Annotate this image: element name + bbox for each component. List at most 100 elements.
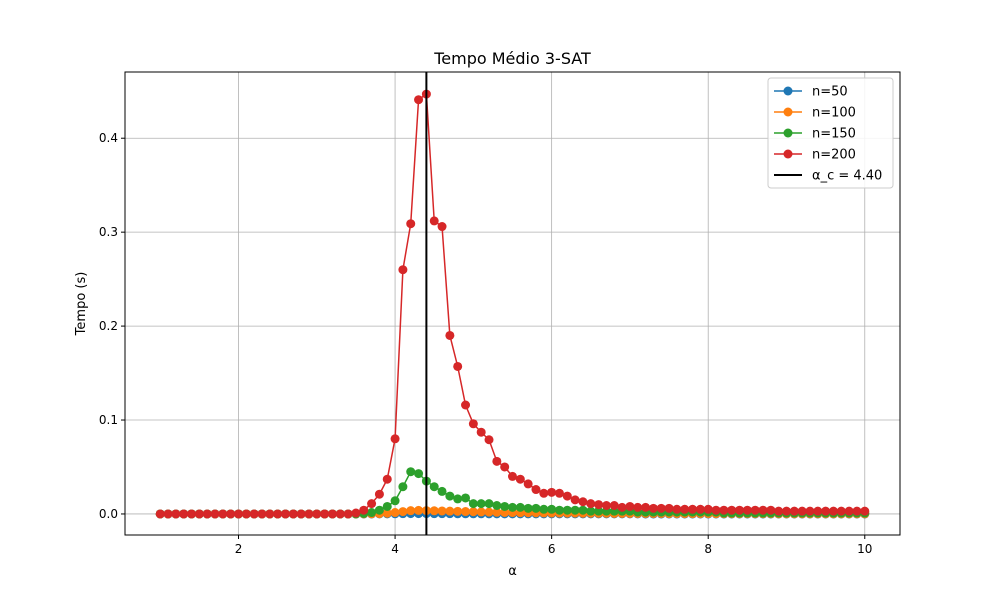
data-point (374, 505, 384, 515)
data-point (453, 361, 463, 371)
data-point (508, 502, 517, 512)
data-point (774, 506, 784, 516)
data-point (500, 501, 510, 511)
data-point (390, 496, 400, 506)
data-point (570, 505, 580, 515)
data-point (187, 509, 197, 519)
data-point (727, 505, 737, 515)
data-point (280, 509, 290, 519)
data-point (437, 486, 447, 496)
data-point (429, 482, 439, 492)
data-point (852, 506, 862, 516)
y-tick-label: 0.1 (99, 413, 118, 427)
data-point (570, 495, 580, 505)
data-point (781, 506, 791, 516)
data-point (805, 506, 815, 516)
data-point (680, 504, 690, 514)
data-point (578, 497, 588, 507)
data-point (406, 219, 416, 229)
legend-marker (783, 149, 793, 159)
data-point (163, 509, 173, 519)
data-point (265, 509, 275, 519)
data-point (234, 509, 244, 519)
data-point (390, 508, 400, 518)
data-point (406, 506, 416, 516)
data-point (453, 494, 463, 504)
data-point (468, 499, 478, 509)
data-point (398, 482, 408, 492)
data-point (241, 509, 251, 519)
data-point (476, 499, 486, 509)
data-point (359, 505, 369, 515)
data-point (711, 505, 721, 515)
series-layer (155, 89, 870, 519)
data-point (492, 456, 502, 466)
data-point (445, 506, 455, 516)
data-point (249, 509, 259, 519)
data-point (414, 95, 424, 105)
data-point (531, 503, 541, 513)
legend-item: n=100 (774, 106, 856, 121)
data-point (476, 427, 486, 437)
data-point (609, 501, 619, 510)
data-point (735, 505, 745, 515)
y-tick-label: 0.4 (99, 131, 118, 145)
y-tick-label: 0.0 (99, 507, 118, 521)
legend-label: n=50 (812, 85, 848, 100)
data-point (656, 503, 666, 513)
data-point (304, 509, 314, 519)
data-point (468, 507, 478, 517)
data-point (335, 509, 345, 519)
data-point (688, 504, 698, 514)
data-point (461, 507, 471, 517)
data-point (492, 501, 502, 510)
data-point (750, 505, 760, 515)
x-axis-label: α (508, 564, 517, 579)
data-point (210, 509, 220, 519)
data-point (578, 505, 588, 515)
data-point (461, 400, 471, 410)
data-point (445, 330, 455, 340)
data-point (476, 507, 486, 517)
data-point (515, 502, 525, 512)
legend-label: n=150 (812, 127, 856, 142)
data-point (202, 509, 212, 519)
data-point (468, 419, 478, 429)
data-point (547, 487, 557, 497)
data-point (453, 506, 463, 516)
data-point (351, 508, 361, 518)
data-point (218, 509, 228, 519)
series-n=200 (155, 89, 870, 519)
data-point (742, 505, 752, 515)
legend-item: n=200 (774, 148, 856, 163)
x-tick-label: 4 (391, 542, 399, 556)
legend-item: α_c = 4.40 (774, 169, 882, 184)
data-point (586, 506, 596, 516)
x-axis-ticks: 2 4 6 8 10 (235, 535, 872, 556)
legend-marker (783, 86, 793, 96)
data-point (562, 491, 572, 501)
data-point (844, 506, 854, 516)
data-point (586, 499, 596, 509)
data-point (179, 509, 189, 519)
data-point (155, 509, 165, 519)
data-point (508, 471, 517, 481)
data-point (664, 503, 674, 513)
data-point (703, 504, 713, 514)
y-tick-label: 0.2 (99, 319, 118, 333)
data-point (414, 469, 424, 479)
legend-item: n=50 (774, 85, 848, 100)
data-point (437, 222, 447, 232)
x-tick-label: 10 (857, 542, 872, 556)
data-point (171, 509, 181, 519)
data-point (367, 499, 377, 509)
legend: n=50 n=100 n=150 n=200 α_c = 4.40 (767, 77, 894, 189)
data-point (273, 509, 283, 519)
data-point (617, 502, 627, 512)
data-point (500, 462, 510, 472)
data-point (562, 505, 572, 515)
data-point (414, 505, 424, 515)
plot-frame (124, 71, 901, 536)
data-point (601, 501, 611, 510)
